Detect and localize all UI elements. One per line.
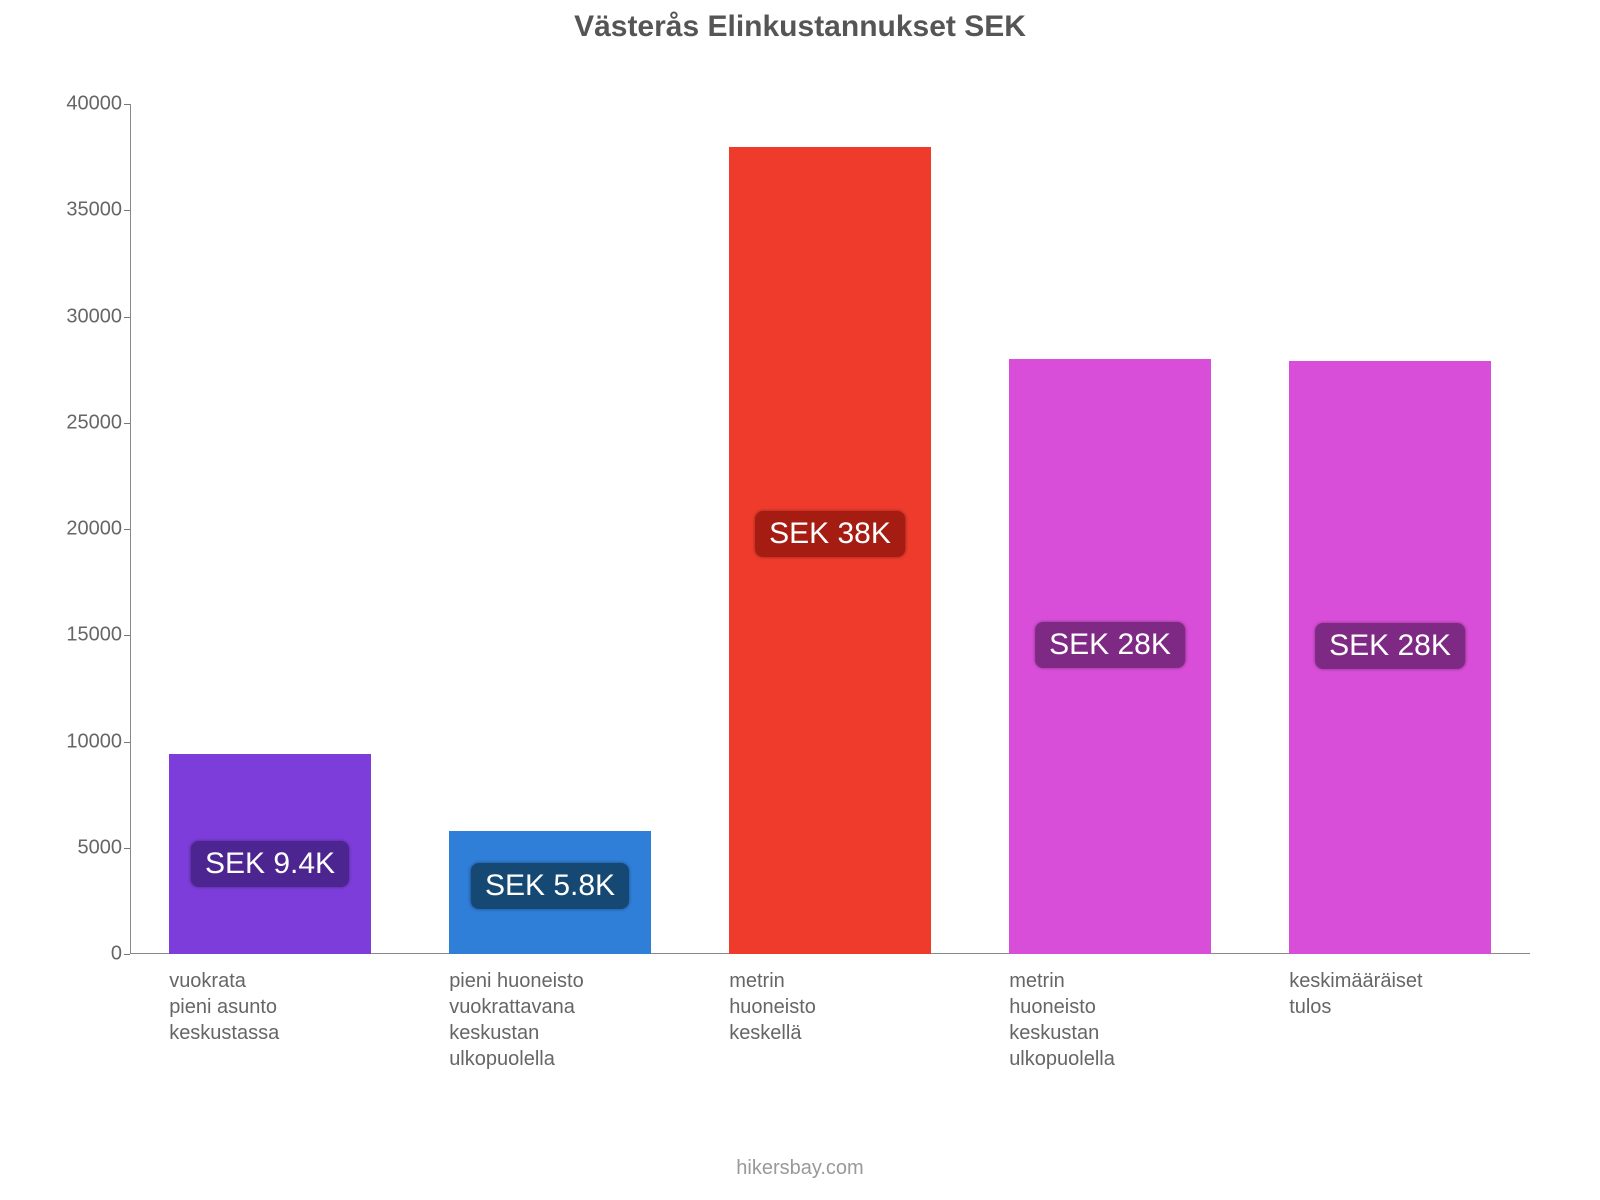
y-axis-tick-label: 20000 [66, 518, 130, 541]
y-axis-tick-label: 25000 [66, 411, 130, 434]
y-axis-tick [124, 423, 130, 424]
x-axis-category-label: keskimääräisettulos [1289, 954, 1491, 1020]
y-axis-line [130, 104, 131, 954]
y-axis-tick-label: 35000 [66, 199, 130, 222]
x-axis-category-label: vuokratapieni asuntokeskustassa [169, 954, 371, 1046]
x-axis-category-label: metrinhuoneistokeskellä [729, 954, 931, 1046]
y-axis-tick [124, 317, 130, 318]
y-axis-tick-label: 10000 [66, 730, 130, 753]
y-axis-tick-label: 40000 [66, 93, 130, 116]
y-axis-tick-label: 5000 [78, 836, 131, 859]
plot-area: 0500010000150002000025000300003500040000… [130, 104, 1530, 954]
bar-value-label: SEK 5.8K [471, 863, 629, 909]
y-axis-tick [124, 954, 130, 955]
y-axis-tick-label: 30000 [66, 305, 130, 328]
bar-value-label: SEK 28K [1035, 622, 1185, 668]
bar-value-label: SEK 38K [755, 511, 905, 557]
y-axis-tick-label: 15000 [66, 624, 130, 647]
chart-source: hikersbay.com [0, 1157, 1600, 1180]
y-axis-tick [124, 210, 130, 211]
y-axis-tick [124, 635, 130, 636]
chart-title: Västerås Elinkustannukset SEK [50, 10, 1550, 44]
y-axis-tick [124, 742, 130, 743]
x-axis-category-label: metrinhuoneistokeskustanulkopuolella [1009, 954, 1211, 1072]
bar-value-label: SEK 9.4K [191, 841, 349, 887]
bar-value-label: SEK 28K [1315, 623, 1465, 669]
y-axis-tick [124, 529, 130, 530]
x-axis-category-label: pieni huoneistovuokrattavanakeskustanulk… [449, 954, 651, 1072]
y-axis-tick [124, 848, 130, 849]
y-axis-tick [124, 104, 130, 105]
cost-of-living-chart: Västerås Elinkustannukset SEK 0500010000… [50, 10, 1550, 1130]
